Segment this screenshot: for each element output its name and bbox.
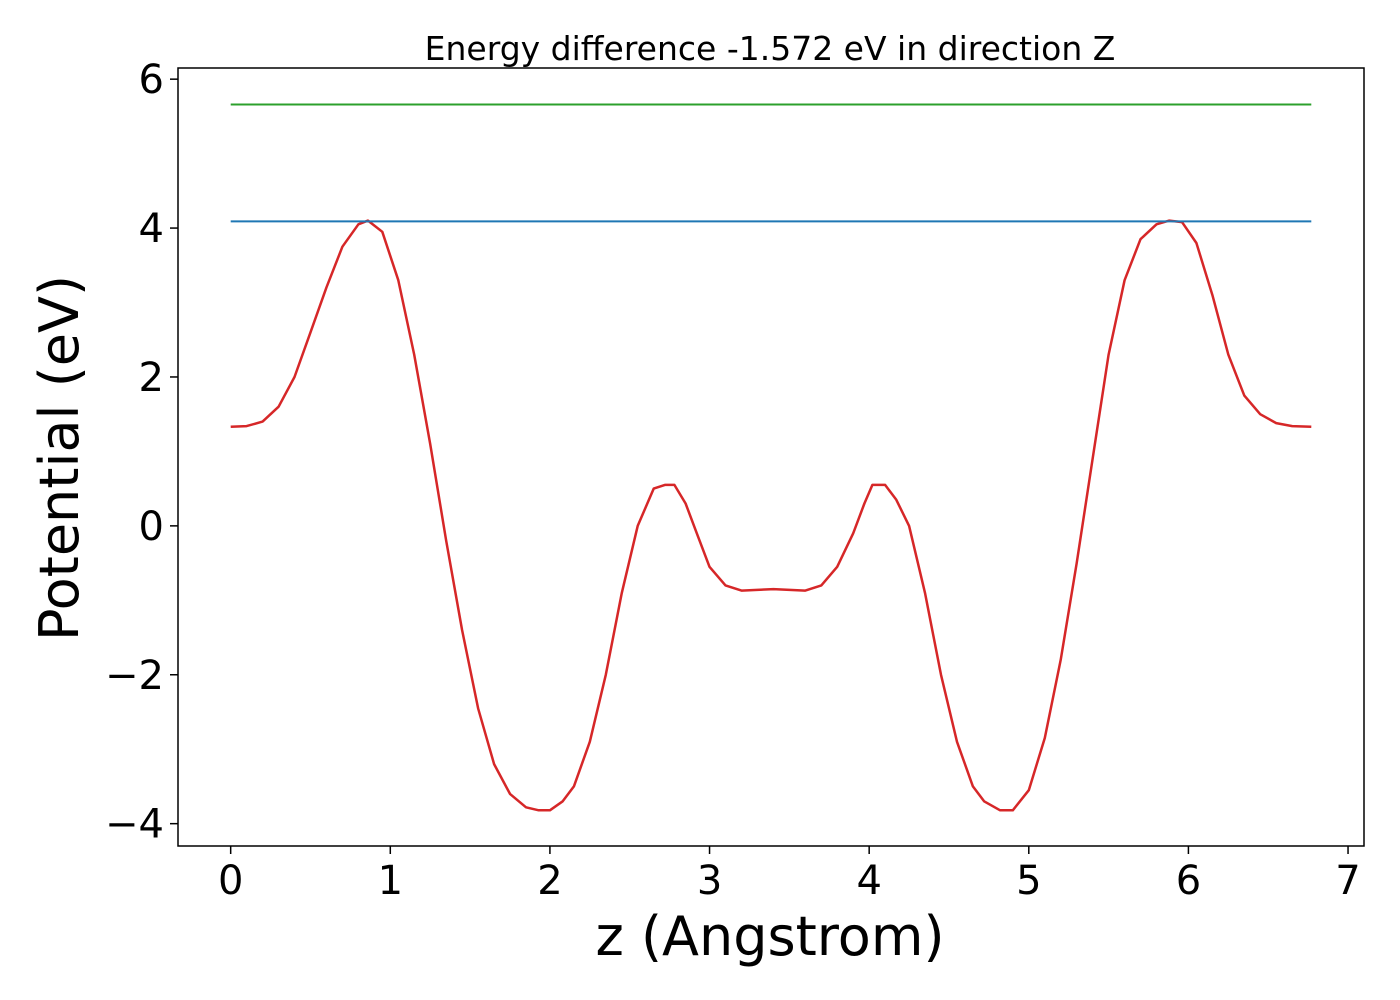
plot-frame — [177, 67, 1365, 847]
x-axis-label: z (Angstrom) — [595, 905, 944, 968]
x-tick-label: 1 — [378, 858, 403, 904]
y-tick-label: 0 — [139, 504, 164, 550]
y-tick-label: −4 — [105, 802, 164, 848]
x-tick-label: 6 — [1176, 858, 1201, 904]
y-tick-label: −2 — [105, 653, 164, 699]
x-tick-label: 7 — [1335, 858, 1360, 904]
y-tick-label: 6 — [139, 57, 164, 103]
plot-lines — [230, 103, 1312, 812]
y-axis-label: Potential (eV) — [28, 275, 91, 641]
y-tick-label: 4 — [139, 206, 164, 252]
x-tick-label: 5 — [1016, 858, 1041, 904]
x-tick-label: 3 — [697, 858, 722, 904]
y-axis-ticks: −4 −2 0 2 4 6 — [105, 57, 178, 848]
x-axis-ticks: 0 1 2 3 4 5 6 7 — [218, 846, 1361, 904]
y-tick-label: 2 — [139, 355, 164, 401]
chart-title: Energy difference -1.572 eV in direction… — [425, 29, 1116, 68]
x-tick-label: 2 — [537, 858, 562, 904]
series-line-0 — [230, 219, 1312, 812]
x-tick-label: 0 — [218, 858, 243, 904]
x-tick-label: 4 — [856, 858, 881, 904]
